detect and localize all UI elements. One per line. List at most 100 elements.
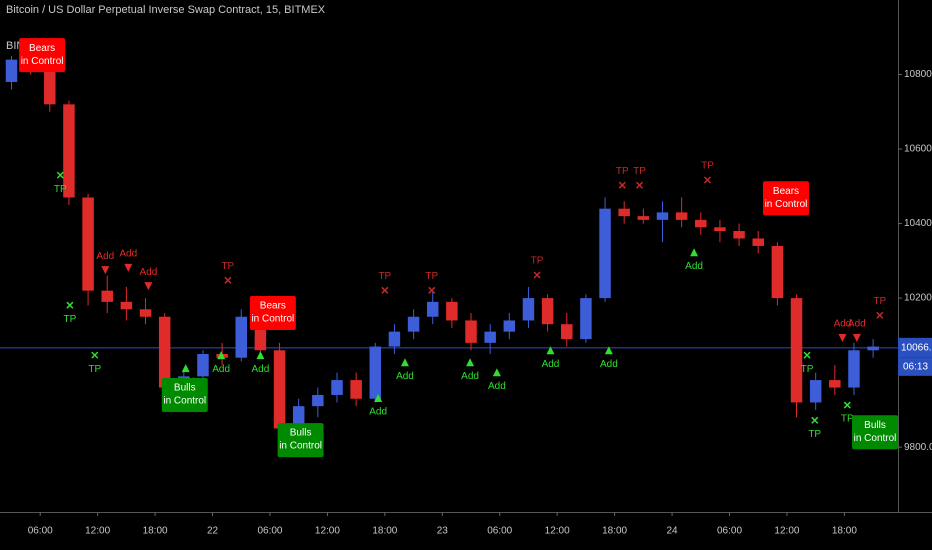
- signal-label: Add: [396, 371, 414, 382]
- signal-triangle: [374, 393, 383, 402]
- signal: Add: [396, 358, 414, 382]
- signal-triangle: [256, 351, 265, 360]
- signal-box: Bears in Control: [762, 181, 809, 216]
- candle-body: [350, 380, 362, 399]
- signal-x: [635, 181, 644, 189]
- candle-body: [63, 104, 75, 198]
- signal-box-text: Bulls: [174, 383, 196, 394]
- signal-label: Add: [139, 267, 157, 278]
- signal-label: TP: [88, 364, 101, 375]
- candle-body: [618, 208, 630, 217]
- signal: Add: [96, 251, 114, 275]
- signal-box-bg: [161, 377, 208, 412]
- signal: Add: [848, 319, 866, 342]
- last-price-tag: [898, 337, 932, 358]
- signal-label: Add: [600, 359, 618, 370]
- x-tick-label: 12:00: [315, 526, 340, 537]
- signal-triangle: [144, 282, 153, 291]
- x-tick-label: 18:00: [602, 526, 627, 537]
- signal-label: TP: [425, 271, 438, 282]
- signal-x: [811, 416, 819, 424]
- x-tick-label: 22: [207, 526, 219, 537]
- signal: Add: [600, 346, 618, 370]
- signal: TP: [221, 261, 235, 284]
- y-tick-label: 10400.0: [904, 218, 932, 229]
- signal-label: TP: [633, 166, 646, 177]
- signal-box-bg: [762, 181, 809, 216]
- signal-x: [381, 286, 389, 294]
- candle-body: [197, 354, 209, 377]
- x-tick-label: 12:00: [85, 526, 110, 537]
- candle-body: [292, 406, 305, 429]
- signal-box-text: Bears: [773, 186, 799, 197]
- signal: Add: [212, 351, 230, 375]
- candle-body: [599, 208, 611, 299]
- x-tick-label: 24: [667, 526, 679, 537]
- signal-label: TP: [841, 414, 854, 425]
- signal: TP: [63, 301, 77, 325]
- candle-body: [752, 238, 764, 246]
- signal-x: [876, 311, 884, 319]
- signal-label: TP: [616, 166, 629, 177]
- candle-body: [82, 197, 94, 291]
- signal-box-text: in Control: [251, 314, 294, 325]
- candle-body: [120, 301, 133, 310]
- signal-x: [843, 401, 851, 409]
- candle-body: [139, 309, 152, 317]
- signal: Add: [139, 267, 157, 291]
- signal-label: Add: [848, 319, 866, 330]
- x-tick-label: 06:00: [717, 526, 742, 537]
- signal-triangle: [492, 368, 501, 377]
- signal-label: Add: [542, 359, 560, 370]
- signal-label: Add: [252, 364, 270, 375]
- candle-body: [867, 346, 879, 351]
- candle-body: [273, 350, 286, 429]
- signal-box-bg: [19, 38, 66, 73]
- signal: Add: [119, 249, 137, 272]
- signal-box-text: in Control: [163, 396, 206, 407]
- signal-box-text: Bulls: [290, 428, 312, 439]
- signal-triangle: [181, 364, 190, 373]
- signal-box: Bears in Control: [249, 296, 296, 331]
- signal: TP: [801, 351, 814, 375]
- signal-box-text: Bulls: [864, 420, 886, 431]
- candle-body: [312, 394, 324, 407]
- candle-body: [101, 290, 113, 302]
- countdown-label: 06:13: [903, 361, 928, 372]
- candle-body: [465, 320, 477, 343]
- signal-label: TP: [531, 256, 544, 267]
- candle-body: [5, 59, 18, 82]
- signal-x: [224, 276, 232, 284]
- signal: TP: [531, 256, 544, 279]
- signal: TP: [425, 271, 438, 294]
- candle-body: [369, 346, 382, 399]
- countdown-tag: [898, 357, 932, 376]
- signal: TP: [54, 171, 67, 195]
- signal-label: TP: [801, 364, 814, 375]
- candle-body: [675, 212, 688, 220]
- signal-box-text: in Control: [854, 433, 897, 444]
- signal: TP: [701, 161, 714, 184]
- signal-x: [66, 301, 74, 309]
- x-tick-label: 18:00: [832, 526, 857, 537]
- signal-triangle: [101, 266, 110, 275]
- candle-body: [695, 219, 707, 228]
- x-tick-label: 06:00: [257, 526, 282, 537]
- signal-label: Add: [119, 249, 137, 260]
- signal-box: Bulls in Control: [161, 377, 208, 412]
- signal: TP: [616, 166, 629, 189]
- signal-x: [618, 181, 626, 189]
- x-tick-label: 18:00: [372, 526, 397, 537]
- candle-body: [809, 380, 822, 403]
- signal-label: TP: [701, 161, 714, 172]
- last-price-label: 10066.5: [901, 342, 932, 353]
- signal: TP: [88, 351, 101, 375]
- signal-box-text: Bears: [29, 43, 55, 54]
- signal-x: [703, 176, 712, 184]
- signal-label: Add: [96, 251, 114, 262]
- candle-body: [158, 316, 171, 388]
- candle-body: [848, 350, 860, 388]
- signal-x: [91, 351, 99, 359]
- signal-x: [803, 351, 811, 359]
